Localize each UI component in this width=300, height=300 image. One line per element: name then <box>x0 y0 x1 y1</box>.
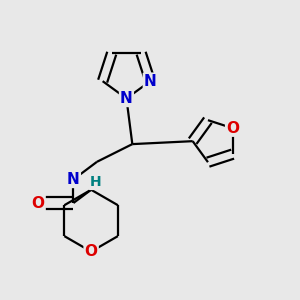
Text: N: N <box>67 172 80 187</box>
Text: O: O <box>32 196 45 211</box>
Text: O: O <box>85 244 98 259</box>
Text: O: O <box>226 121 239 136</box>
Text: H: H <box>90 176 101 189</box>
Text: N: N <box>120 91 133 106</box>
Text: N: N <box>144 74 157 89</box>
